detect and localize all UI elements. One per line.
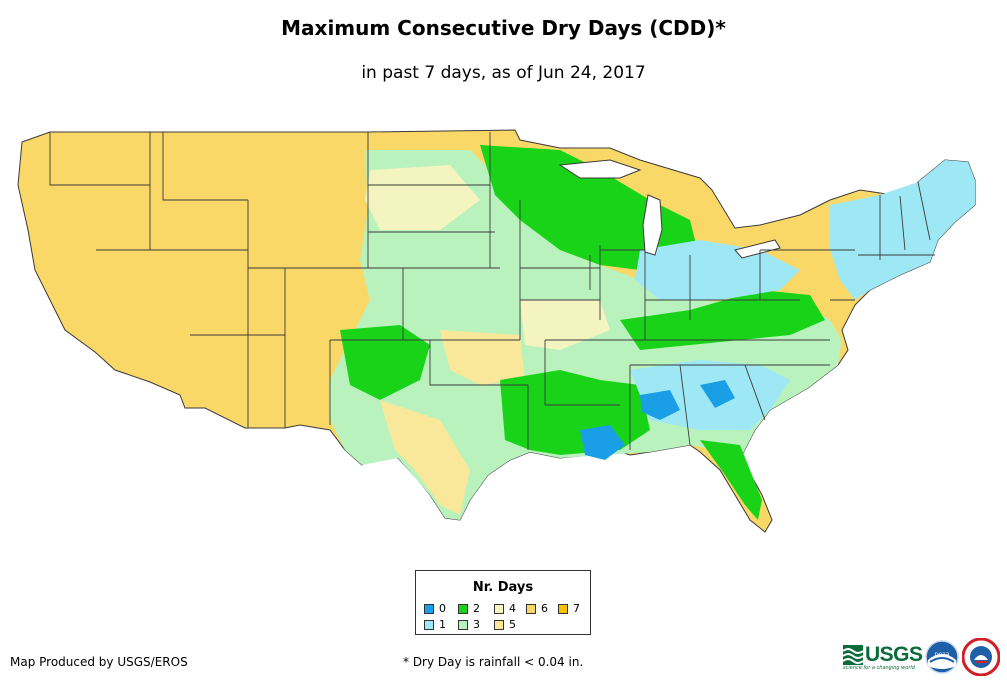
map-title: Maximum Consecutive Dry Days (CDD)* — [281, 16, 726, 40]
legend-item-4: 4 — [494, 602, 516, 616]
noaa-logo-text: noaa — [935, 651, 950, 658]
georgia-0day-region — [700, 380, 735, 408]
dry-plains-region-1 — [365, 165, 480, 230]
legend-item-6: 6 — [526, 602, 548, 616]
dry-plains-region-3 — [380, 400, 470, 515]
legend-swatch — [558, 604, 568, 614]
legend-label: 7 — [573, 602, 580, 615]
map-legend: Nr. Days 0 1 2 3 4 5 6 7 — [415, 570, 591, 635]
nws-logo-icon — [962, 638, 1000, 676]
usgs-logo: USGS — [843, 643, 923, 667]
wet-florida-region — [700, 440, 762, 520]
lake-erie — [734, 239, 781, 259]
northeast-1day-region — [830, 160, 975, 300]
legend-swatch — [458, 620, 468, 630]
legend-item-5: 5 — [494, 618, 516, 632]
dry-day-footnote: * Dry Day is rainfall < 0.04 in. — [403, 655, 584, 669]
usgs-logo-text: USGS — [865, 643, 923, 666]
legend-swatch — [494, 620, 504, 630]
legend-label: 4 — [509, 602, 516, 615]
legend-swatch — [526, 604, 536, 614]
lake-michigan — [642, 194, 663, 256]
legend-item-2: 2 — [458, 602, 480, 616]
legend-swatch — [494, 604, 504, 614]
legend-label: 6 — [541, 602, 548, 615]
legend-swatch — [424, 604, 434, 614]
dry-plains-region-4 — [520, 300, 610, 350]
map-credit: Map Produced by USGS/EROS — [10, 655, 188, 669]
legend-swatch — [458, 604, 468, 614]
legend-label: 1 — [439, 618, 446, 631]
usgs-wave-icon — [843, 645, 863, 665]
wet-ohio-valley-region — [620, 290, 825, 350]
noaa-logo: noaa — [925, 640, 959, 674]
legend-label: 2 — [473, 602, 480, 615]
legend-item-3: 3 — [458, 618, 480, 632]
lake-superior — [558, 159, 642, 179]
legend-title: Nr. Days — [472, 580, 534, 595]
legend-label: 5 — [509, 618, 516, 631]
alabama-0day-region — [640, 390, 680, 420]
map-subtitle: in past 7 days, as of Jun 24, 2017 — [361, 63, 646, 83]
legend-item-7: 7 — [558, 602, 580, 616]
legend-item-1: 1 — [424, 618, 446, 632]
usgs-tagline: science for a changing world — [843, 665, 915, 671]
legend-label: 3 — [473, 618, 480, 631]
state-borders — [49, 132, 935, 450]
dry-plains-region-2 — [440, 330, 525, 385]
great-lakes-1day-region — [635, 240, 800, 300]
wet-texas-east-region — [340, 325, 430, 400]
legend-label: 0 — [439, 602, 446, 615]
legend-swatch — [424, 620, 434, 630]
legend-item-0: 0 — [424, 602, 446, 616]
lower-mississippi-0day-region — [580, 425, 625, 460]
